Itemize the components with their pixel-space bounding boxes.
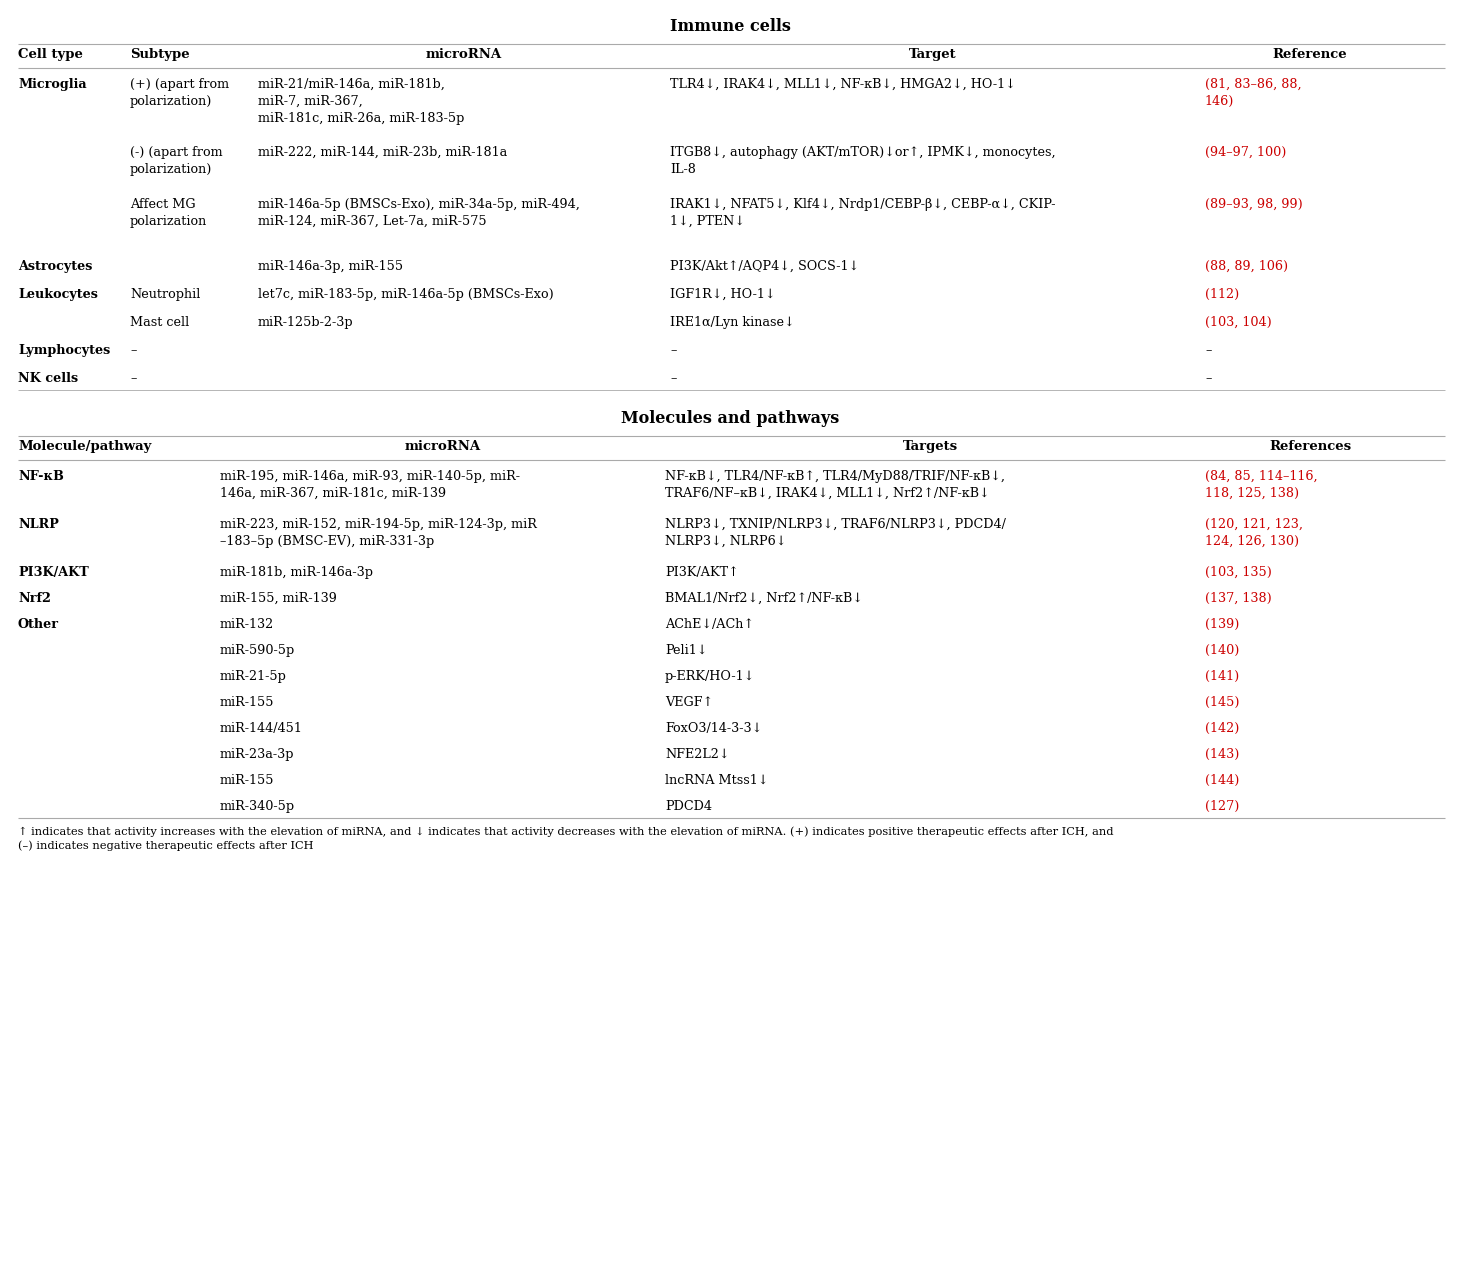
Text: miR-340-5p: miR-340-5p [220,800,295,813]
Text: –: – [670,372,676,385]
Text: ITGB8↓, autophagy (AKT/mTOR)↓or↑, IPMK↓, monocytes,
IL-8: ITGB8↓, autophagy (AKT/mTOR)↓or↑, IPMK↓,… [670,146,1056,176]
Text: Targets: Targets [902,441,958,453]
Text: Peli1↓: Peli1↓ [664,644,708,657]
Text: AChE↓/ACh↑: AChE↓/ACh↑ [664,618,753,630]
Text: NF-κB↓, TLR4/NF-κB↑, TLR4/MyD88/TRIF/NF-κB↓,
TRAF6/NF–κB↓, IRAK4↓, MLL1↓, Nrf2↑/: NF-κB↓, TLR4/NF-κB↑, TLR4/MyD88/TRIF/NF-… [664,470,1004,500]
Text: Immune cells: Immune cells [670,18,790,35]
Text: miR-590-5p: miR-590-5p [220,644,295,657]
Text: –: – [1204,372,1212,385]
Text: PI3K/AKT: PI3K/AKT [18,566,89,579]
Text: miR-181b, miR-146a-3p: miR-181b, miR-146a-3p [220,566,372,579]
Text: (142): (142) [1204,722,1240,736]
Text: PI3K/Akt↑/AQP4↓, SOCS-1↓: PI3K/Akt↑/AQP4↓, SOCS-1↓ [670,260,858,273]
Text: miR-155: miR-155 [220,696,274,709]
Text: (112): (112) [1204,287,1240,301]
Text: –: – [1204,344,1212,357]
Text: (145): (145) [1204,696,1240,709]
Text: Nrf2: Nrf2 [18,592,51,605]
Text: miR-132: miR-132 [220,618,274,630]
Text: References: References [1269,441,1350,453]
Text: Mast cell: Mast cell [130,316,190,329]
Text: (137, 138): (137, 138) [1204,592,1272,605]
Text: miR-23a-3p: miR-23a-3p [220,748,295,761]
Text: (144): (144) [1204,774,1240,787]
Text: (127): (127) [1204,800,1240,813]
Text: (103, 104): (103, 104) [1204,316,1272,329]
Text: (141): (141) [1204,670,1240,682]
Text: NLRP3↓, TXNIP/NLRP3↓, TRAF6/NLRP3↓, PDCD4/
NLRP3↓, NLRP6↓: NLRP3↓, TXNIP/NLRP3↓, TRAF6/NLRP3↓, PDCD… [664,518,1006,548]
Text: lncRNA Mtss1↓: lncRNA Mtss1↓ [664,774,768,787]
Text: miR-146a-5p (BMSCs-Exo), miR-34a-5p, miR-494,
miR-124, miR-367, Let-7a, miR-575: miR-146a-5p (BMSCs-Exo), miR-34a-5p, miR… [258,197,580,228]
Text: (143): (143) [1204,748,1240,761]
Text: (140): (140) [1204,644,1240,657]
Text: miR-222, miR-144, miR-23b, miR-181a: miR-222, miR-144, miR-23b, miR-181a [258,146,507,160]
Text: NLRP: NLRP [18,518,58,530]
Text: Subtype: Subtype [130,48,190,61]
Text: miR-155: miR-155 [220,774,274,787]
Text: Reference: Reference [1273,48,1348,61]
Text: Leukocytes: Leukocytes [18,287,98,301]
Text: (81, 83–86, 88,
146): (81, 83–86, 88, 146) [1204,78,1302,108]
Text: miR-195, miR-146a, miR-93, miR-140-5p, miR-
146a, miR-367, miR-181c, miR-139: miR-195, miR-146a, miR-93, miR-140-5p, m… [220,470,520,500]
Text: Molecule/pathway: Molecule/pathway [18,441,152,453]
Text: Target: Target [908,48,956,61]
Text: IRAK1↓, NFAT5↓, Klf4↓, Nrdp1/CEBP-β↓, CEBP-α↓, CKIP-
1↓, PTEN↓: IRAK1↓, NFAT5↓, Klf4↓, Nrdp1/CEBP-β↓, CE… [670,197,1056,228]
Text: NK cells: NK cells [18,372,79,385]
Text: microRNA: microRNA [404,441,480,453]
Text: NF-κB: NF-κB [18,470,64,484]
Text: miR-21-5p: miR-21-5p [220,670,286,682]
Text: Cell type: Cell type [18,48,83,61]
Text: Microglia: Microglia [18,78,86,91]
Text: VEGF↑: VEGF↑ [664,696,712,709]
Text: Neutrophil: Neutrophil [130,287,200,301]
Text: miR-223, miR-152, miR-194-5p, miR-124-3p, miR
–183–5p (BMSC-EV), miR-331-3p: miR-223, miR-152, miR-194-5p, miR-124-3p… [220,518,537,548]
Text: –: – [670,344,676,357]
Text: let7c, miR-183-5p, miR-146a-5p (BMSCs-Exo): let7c, miR-183-5p, miR-146a-5p (BMSCs-Ex… [258,287,553,301]
Text: (120, 121, 123,
124, 126, 130): (120, 121, 123, 124, 126, 130) [1204,518,1302,548]
Text: IGF1R↓, HO-1↓: IGF1R↓, HO-1↓ [670,287,775,301]
Text: IRE1α/Lyn kinase↓: IRE1α/Lyn kinase↓ [670,316,794,329]
Text: (94–97, 100): (94–97, 100) [1204,146,1286,160]
Text: –: – [130,344,136,357]
Text: Affect MG
polarization: Affect MG polarization [130,197,207,228]
Text: BMAL1/Nrf2↓, Nrf2↑/NF-κB↓: BMAL1/Nrf2↓, Nrf2↑/NF-κB↓ [664,592,863,605]
Text: Other: Other [18,618,58,630]
Text: Lymphocytes: Lymphocytes [18,344,111,357]
Text: p-ERK/HO-1↓: p-ERK/HO-1↓ [664,670,755,682]
Text: miR-155, miR-139: miR-155, miR-139 [220,592,337,605]
Text: PI3K/AKT↑: PI3K/AKT↑ [664,566,739,579]
Text: (+) (apart from
polarization): (+) (apart from polarization) [130,78,229,108]
Text: (84, 85, 114–116,
118, 125, 138): (84, 85, 114–116, 118, 125, 138) [1204,470,1317,500]
Text: PDCD4: PDCD4 [664,800,712,813]
Text: microRNA: microRNA [426,48,502,61]
Text: FoxO3/14-3-3↓: FoxO3/14-3-3↓ [664,722,762,736]
Text: Astrocytes: Astrocytes [18,260,92,273]
Text: miR-144/451: miR-144/451 [220,722,302,736]
Text: (103, 135): (103, 135) [1204,566,1272,579]
Text: (139): (139) [1204,618,1240,630]
Text: TLR4↓, IRAK4↓, MLL1↓, NF-κB↓, HMGA2↓, HO-1↓: TLR4↓, IRAK4↓, MLL1↓, NF-κB↓, HMGA2↓, HO… [670,78,1016,91]
Text: miR-146a-3p, miR-155: miR-146a-3p, miR-155 [258,260,403,273]
Text: NFE2L2↓: NFE2L2↓ [664,748,730,761]
Text: (89–93, 98, 99): (89–93, 98, 99) [1204,197,1302,211]
Text: Molecules and pathways: Molecules and pathways [620,410,840,427]
Text: ↑ indicates that activity increases with the elevation of miRNA, and ↓ indicates: ↑ indicates that activity increases with… [18,825,1114,851]
Text: (88, 89, 106): (88, 89, 106) [1204,260,1288,273]
Text: miR-21/miR-146a, miR-181b,
miR-7, miR-367,
miR-181c, miR-26a, miR-183-5p: miR-21/miR-146a, miR-181b, miR-7, miR-36… [258,78,464,125]
Text: miR-125b-2-3p: miR-125b-2-3p [258,316,353,329]
Text: –: – [130,372,136,385]
Text: (-) (apart from
polarization): (-) (apart from polarization) [130,146,222,176]
